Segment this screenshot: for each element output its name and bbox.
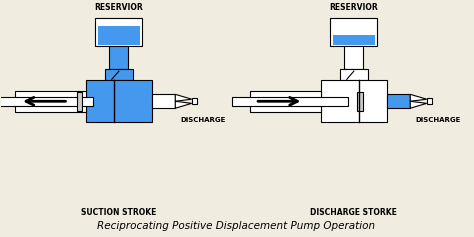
Polygon shape bbox=[175, 101, 191, 108]
Bar bbox=[387, 94, 410, 108]
Bar bbox=[86, 80, 152, 122]
Text: RESERVIOR: RESERVIOR bbox=[94, 3, 143, 12]
Bar bbox=[321, 80, 387, 122]
Bar bbox=[250, 91, 321, 112]
Text: DISCHARGE: DISCHARGE bbox=[180, 118, 225, 123]
Bar bbox=[232, 97, 348, 106]
Bar bbox=[357, 92, 363, 110]
Bar bbox=[98, 27, 140, 45]
Bar bbox=[109, 46, 128, 69]
Polygon shape bbox=[410, 94, 427, 101]
FancyBboxPatch shape bbox=[330, 18, 377, 46]
Bar bbox=[345, 46, 363, 69]
Bar bbox=[427, 99, 432, 104]
Polygon shape bbox=[410, 101, 427, 108]
Text: SUCTION STROKE: SUCTION STROKE bbox=[81, 208, 156, 217]
Bar bbox=[0, 97, 93, 106]
Bar bbox=[152, 94, 175, 108]
Bar bbox=[340, 69, 368, 80]
FancyBboxPatch shape bbox=[95, 18, 142, 46]
Bar bbox=[191, 99, 197, 104]
Text: Reciprocating Positive Displacement Pump Operation: Reciprocating Positive Displacement Pump… bbox=[97, 221, 375, 231]
Text: RESERVIOR: RESERVIOR bbox=[329, 3, 378, 12]
Bar bbox=[105, 69, 133, 80]
Text: DISCHARGE STORKE: DISCHARGE STORKE bbox=[310, 208, 397, 217]
Polygon shape bbox=[175, 94, 191, 101]
Text: DISCHARGE: DISCHARGE bbox=[415, 118, 460, 123]
Bar bbox=[77, 92, 82, 110]
Bar bbox=[333, 35, 375, 45]
Bar bbox=[16, 91, 86, 112]
